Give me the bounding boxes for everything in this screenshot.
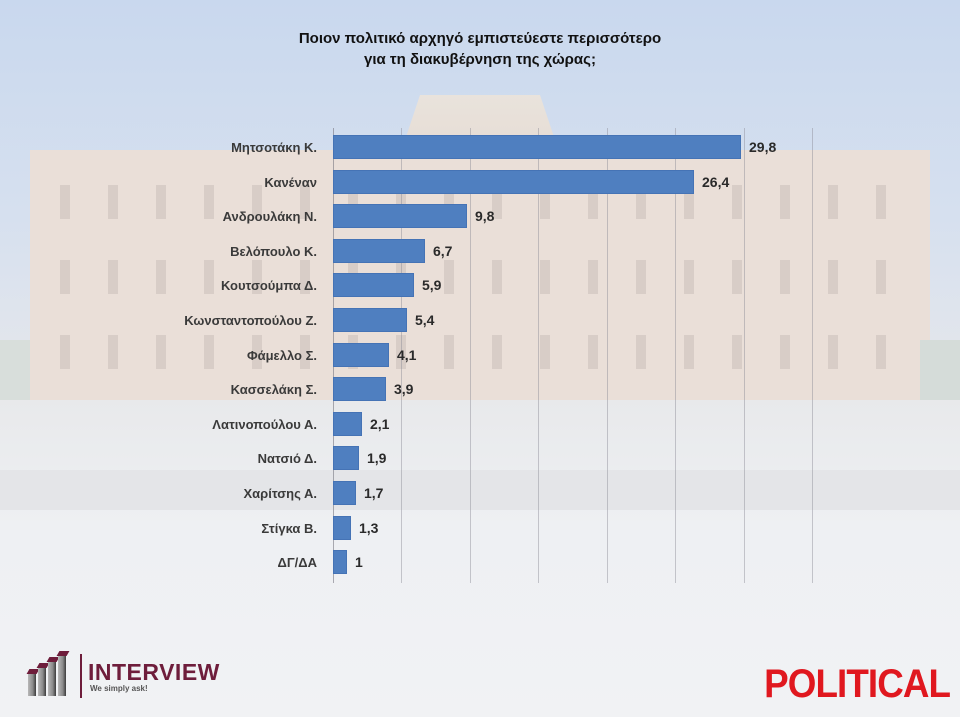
bar: [333, 412, 362, 436]
gridline: [744, 128, 745, 583]
category-label: Κωνσταντοπούλου Ζ.: [184, 313, 317, 328]
chart-title-line-2: για τη διακυβέρνηση της χώρας;: [364, 51, 596, 68]
interview-logo-tagline: We simply ask!: [90, 683, 148, 693]
category-label: Ανδρουλάκη Ν.: [222, 209, 317, 224]
value-label: 5,4: [415, 312, 435, 328]
category-label: Στίγκα Β.: [261, 521, 317, 536]
gridline: [538, 128, 539, 583]
bar: [333, 481, 356, 505]
value-label: 3,9: [394, 381, 414, 397]
bar-chart-logo-icon: [26, 654, 76, 698]
value-label: 29,8: [749, 139, 777, 155]
value-label: 5,9: [422, 277, 442, 293]
bar: [333, 343, 389, 367]
bar: [333, 273, 414, 297]
bar: [333, 446, 359, 470]
gridline: [470, 128, 471, 583]
bar: [333, 377, 386, 401]
value-label: 2,1: [370, 416, 390, 432]
category-label: Νατσιό Δ.: [257, 451, 317, 466]
chart-title: Ποιον πολιτικό αρχηγό εμπιστεύεστε περισ…: [0, 28, 960, 70]
political-logo: POLITICAL: [764, 662, 951, 706]
bar: [333, 135, 741, 159]
category-label: Λατινοπούλου Α.: [212, 417, 317, 432]
gridline: [812, 128, 813, 583]
bar: [333, 308, 407, 332]
logo-divider: [80, 654, 82, 698]
chart-title-line-1: Ποιον πολιτικό αρχηγό εμπιστεύεστε περισ…: [298, 30, 662, 47]
bar: [333, 550, 347, 574]
value-label: 9,8: [475, 208, 495, 224]
bar: [333, 239, 425, 263]
category-label: Κασσελάκη Σ.: [230, 382, 317, 397]
value-label: 1: [355, 554, 363, 570]
interview-logo-name: INTERVIEW: [88, 658, 220, 685]
gridline: [401, 128, 402, 583]
value-label: 26,4: [702, 174, 730, 190]
bar: [333, 204, 467, 228]
gridline: [607, 128, 608, 583]
category-label: Μητσοτάκη Κ.: [231, 140, 317, 155]
bar: [333, 516, 351, 540]
bar: [333, 170, 694, 194]
category-label: ΔΓ/ΔΑ: [277, 555, 317, 570]
category-label: Κανέναν: [264, 175, 317, 190]
value-label: 1,9: [367, 450, 387, 466]
category-label: Χαρίτσης Α.: [243, 486, 317, 501]
category-label: Βελόπουλο Κ.: [230, 244, 317, 259]
value-label: 4,1: [397, 347, 417, 363]
value-label: 1,7: [364, 485, 384, 501]
interview-logo: INTERVIEW We simply ask!: [26, 654, 220, 698]
category-label: Φάμελλο Σ.: [246, 348, 317, 363]
value-label: 1,3: [359, 520, 379, 536]
category-label: Κουτσούμπα Δ.: [220, 278, 317, 293]
value-label: 6,7: [433, 243, 453, 259]
gridline: [675, 128, 676, 583]
